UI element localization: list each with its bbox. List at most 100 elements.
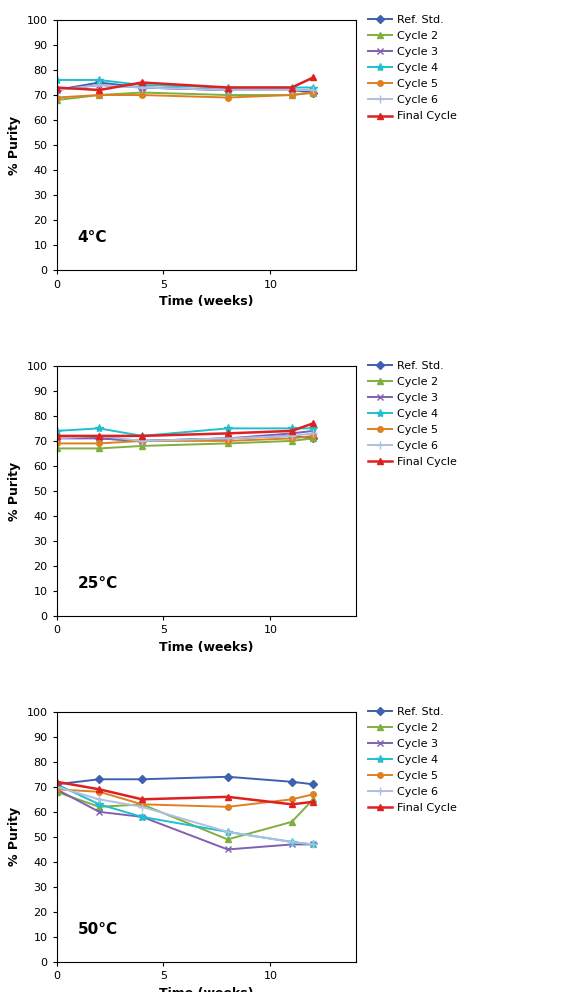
Line: Cycle 5: Cycle 5 bbox=[54, 89, 316, 100]
Ref. Std. bbox=[310, 86, 316, 98]
Ref. Std. bbox=[53, 779, 60, 791]
Ref. Std. bbox=[224, 84, 231, 96]
Final Cycle bbox=[310, 418, 316, 430]
Cycle 4 bbox=[224, 423, 231, 434]
Legend: Ref. Std., Cycle 2, Cycle 3, Cycle 4, Cycle 5, Cycle 6, Final Cycle: Ref. Std., Cycle 2, Cycle 3, Cycle 4, Cy… bbox=[368, 15, 457, 121]
Final Cycle bbox=[96, 84, 103, 96]
Final Cycle bbox=[138, 430, 145, 441]
Final Cycle bbox=[224, 428, 231, 439]
Cycle 2 bbox=[224, 437, 231, 449]
Cycle 2 bbox=[138, 440, 145, 452]
Cycle 3 bbox=[224, 84, 231, 96]
Ref. Std. bbox=[288, 84, 295, 96]
Cycle 6 bbox=[96, 430, 103, 441]
Cycle 6 bbox=[53, 433, 60, 444]
Text: 4°C: 4°C bbox=[77, 230, 107, 245]
Cycle 6 bbox=[224, 84, 231, 96]
Cycle 3 bbox=[96, 433, 103, 444]
Final Cycle bbox=[138, 76, 145, 88]
Cycle 3 bbox=[310, 838, 316, 850]
Cycle 4 bbox=[288, 836, 295, 848]
Cycle 3 bbox=[138, 81, 145, 93]
Cycle 4 bbox=[53, 425, 60, 436]
Final Cycle bbox=[310, 796, 316, 807]
Ref. Std. bbox=[53, 84, 60, 96]
Cycle 6 bbox=[310, 84, 316, 96]
Line: Cycle 6: Cycle 6 bbox=[53, 80, 318, 94]
Cycle 2 bbox=[138, 799, 145, 810]
Ref. Std. bbox=[288, 430, 295, 441]
Cycle 4 bbox=[53, 779, 60, 791]
Cycle 5 bbox=[288, 794, 295, 806]
Cycle 5 bbox=[310, 86, 316, 98]
Cycle 3 bbox=[96, 79, 103, 91]
Ref. Std. bbox=[310, 779, 316, 791]
Cycle 5 bbox=[310, 789, 316, 801]
Cycle 5 bbox=[310, 430, 316, 441]
Ref. Std. bbox=[224, 771, 231, 783]
Cycle 2 bbox=[224, 833, 231, 845]
Line: Final Cycle: Final Cycle bbox=[54, 421, 316, 438]
Cycle 4 bbox=[53, 74, 60, 86]
Cycle 2 bbox=[138, 86, 145, 98]
Line: Cycle 3: Cycle 3 bbox=[53, 428, 316, 444]
Line: Cycle 6: Cycle 6 bbox=[53, 430, 318, 445]
Line: Cycle 4: Cycle 4 bbox=[53, 780, 318, 848]
Y-axis label: % Purity: % Purity bbox=[8, 461, 21, 521]
Cycle 3 bbox=[310, 425, 316, 436]
Cycle 3 bbox=[138, 810, 145, 822]
Cycle 6 bbox=[288, 84, 295, 96]
X-axis label: Time (weeks): Time (weeks) bbox=[159, 987, 254, 992]
Cycle 2 bbox=[310, 794, 316, 806]
Cycle 2 bbox=[310, 86, 316, 98]
Final Cycle bbox=[288, 425, 295, 436]
Line: Final Cycle: Final Cycle bbox=[54, 779, 316, 807]
Ref. Std. bbox=[96, 774, 103, 786]
Ref. Std. bbox=[96, 433, 103, 444]
Ref. Std. bbox=[138, 774, 145, 786]
Ref. Std. bbox=[288, 776, 295, 788]
Line: Ref. Std.: Ref. Std. bbox=[54, 774, 316, 787]
Ref. Std. bbox=[310, 433, 316, 444]
Cycle 5 bbox=[53, 437, 60, 449]
Cycle 6 bbox=[138, 801, 145, 812]
Cycle 5 bbox=[96, 786, 103, 798]
Cycle 4 bbox=[288, 423, 295, 434]
Ref. Std. bbox=[53, 430, 60, 441]
Cycle 5 bbox=[224, 801, 231, 812]
Final Cycle bbox=[288, 81, 295, 93]
Cycle 6 bbox=[138, 81, 145, 93]
Cycle 4 bbox=[310, 838, 316, 850]
Cycle 3 bbox=[288, 428, 295, 439]
Cycle 5 bbox=[53, 784, 60, 796]
Legend: Ref. Std., Cycle 2, Cycle 3, Cycle 4, Cycle 5, Cycle 6, Final Cycle: Ref. Std., Cycle 2, Cycle 3, Cycle 4, Cy… bbox=[368, 706, 457, 813]
Cycle 4 bbox=[138, 810, 145, 822]
Cycle 2 bbox=[310, 433, 316, 444]
Ref. Std. bbox=[96, 76, 103, 88]
Cycle 6 bbox=[224, 826, 231, 838]
Y-axis label: % Purity: % Purity bbox=[8, 116, 21, 175]
Final Cycle bbox=[224, 81, 231, 93]
Cycle 2 bbox=[53, 442, 60, 454]
Final Cycle bbox=[224, 791, 231, 803]
Cycle 6 bbox=[288, 836, 295, 848]
Cycle 5 bbox=[138, 89, 145, 101]
Cycle 3 bbox=[310, 84, 316, 96]
Cycle 5 bbox=[224, 434, 231, 446]
Y-axis label: % Purity: % Purity bbox=[8, 807, 21, 866]
Cycle 3 bbox=[138, 434, 145, 446]
Cycle 3 bbox=[96, 806, 103, 817]
Line: Cycle 6: Cycle 6 bbox=[53, 783, 318, 848]
Cycle 4 bbox=[138, 79, 145, 91]
Text: 25°C: 25°C bbox=[77, 576, 118, 591]
Line: Ref. Std.: Ref. Std. bbox=[54, 79, 316, 95]
Cycle 6 bbox=[53, 781, 60, 793]
Cycle 5 bbox=[288, 433, 295, 444]
Cycle 5 bbox=[96, 437, 103, 449]
Cycle 4 bbox=[310, 423, 316, 434]
Text: 50°C: 50°C bbox=[77, 923, 118, 937]
Cycle 4 bbox=[224, 81, 231, 93]
Cycle 2 bbox=[96, 442, 103, 454]
Cycle 2 bbox=[53, 94, 60, 106]
Cycle 5 bbox=[53, 91, 60, 103]
